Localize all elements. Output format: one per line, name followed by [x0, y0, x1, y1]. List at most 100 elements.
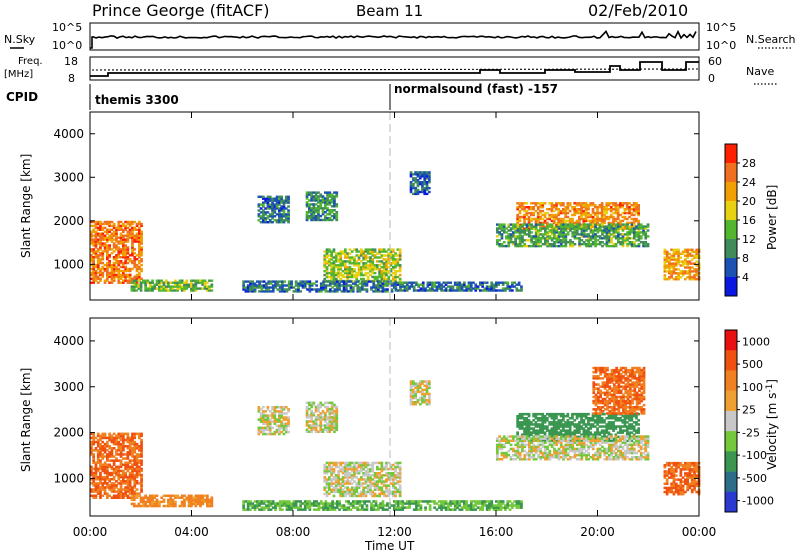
echo-cell [278, 290, 282, 293]
echo-cell [122, 265, 125, 269]
echo-cell [106, 267, 109, 271]
echo-cell [536, 202, 540, 205]
echo-cell [553, 231, 556, 234]
echo-cell [94, 463, 98, 466]
echo-cell [330, 271, 333, 275]
echo-cell [428, 500, 432, 503]
echo-cell [269, 282, 273, 285]
echo-cell [564, 237, 568, 240]
echo-cell [371, 461, 375, 465]
echo-cell [378, 492, 381, 496]
echo-cell [119, 224, 123, 228]
echo-cell [582, 209, 586, 213]
echo-cell [99, 492, 102, 495]
echo-cell [266, 203, 270, 206]
echo-cell [333, 405, 336, 409]
echo-cell [587, 233, 590, 236]
echo-cell [249, 290, 252, 293]
echo-cell [364, 248, 368, 251]
echo-cell [497, 283, 500, 286]
echo-cell [138, 234, 141, 237]
echo-cell [310, 195, 313, 198]
echo-cell [151, 285, 154, 288]
echo-cell [124, 254, 127, 257]
echo-cell [131, 475, 134, 479]
echo-cell [325, 275, 329, 279]
echo-cell [135, 222, 139, 226]
echo-cell [326, 284, 330, 287]
echo-cell [544, 233, 547, 236]
echo-cell [580, 229, 584, 232]
echo-cell [112, 436, 116, 440]
echo-cell [578, 244, 581, 248]
echo-cell [259, 408, 263, 411]
echo-cell [119, 451, 123, 454]
echo-cell [138, 271, 141, 275]
echo-cell [559, 229, 563, 232]
echo-cell [382, 277, 386, 281]
echo-cell [593, 204, 597, 207]
echo-cell [509, 241, 513, 244]
echo-cell [360, 476, 363, 479]
echo-cell [183, 504, 186, 508]
echo-cell [360, 250, 363, 253]
echo-cell [259, 414, 263, 417]
echo-cell [332, 262, 336, 265]
echo-cell [314, 199, 318, 202]
echo-cell [284, 195, 288, 198]
echo-cell [419, 508, 423, 511]
echo-cell [271, 406, 274, 409]
echo-cell [465, 287, 468, 290]
echo-cell [389, 478, 393, 481]
echo-cell [394, 285, 398, 288]
echo-cell [297, 286, 300, 289]
echo-cell [686, 270, 689, 273]
echo-cell [108, 465, 111, 469]
echo-cell [284, 426, 288, 430]
echo-cell [663, 248, 667, 251]
echo-cell [344, 248, 347, 251]
echo-cell [273, 414, 277, 417]
echo-cell [330, 250, 333, 253]
echo-cell [365, 500, 369, 503]
echo-cell [90, 230, 93, 233]
echo-cell [379, 280, 382, 283]
echo-cell [357, 270, 361, 273]
echo-cell [530, 211, 533, 215]
echo-cell [385, 266, 388, 269]
echo-cell [330, 268, 333, 271]
echo-cell [337, 478, 340, 481]
echo-cell [677, 276, 680, 279]
echo-cell [414, 179, 417, 182]
echo-cell [534, 204, 538, 207]
echo-cell [481, 283, 484, 286]
echo-cell [271, 215, 274, 218]
echo-cell [426, 285, 430, 288]
echo-cell [575, 208, 579, 211]
echo-cell [580, 211, 583, 215]
echo-cell [571, 244, 575, 248]
echo-cell [281, 284, 284, 287]
echo-cell [419, 500, 423, 503]
echo-cell [672, 262, 676, 265]
echo-cell [131, 260, 134, 263]
echo-cell [334, 266, 338, 269]
echo-cell [112, 232, 116, 235]
echo-cell [282, 205, 286, 208]
echo-cell [353, 275, 356, 279]
echo-cell [106, 465, 109, 469]
colorbar-swatch [725, 144, 737, 164]
echo-cell [124, 261, 127, 265]
echo-cell [96, 449, 100, 452]
echo-cell [138, 246, 141, 249]
echo-cell [276, 282, 280, 285]
echo-cell [695, 254, 699, 257]
echo-cell [294, 502, 298, 505]
echo-cell [328, 461, 331, 465]
echo-cell [372, 508, 376, 511]
echo-cell [201, 496, 205, 499]
echo-cell [99, 434, 102, 438]
echo-cell [456, 281, 459, 284]
echo-cell [275, 219, 279, 222]
echo-cell [587, 204, 590, 207]
